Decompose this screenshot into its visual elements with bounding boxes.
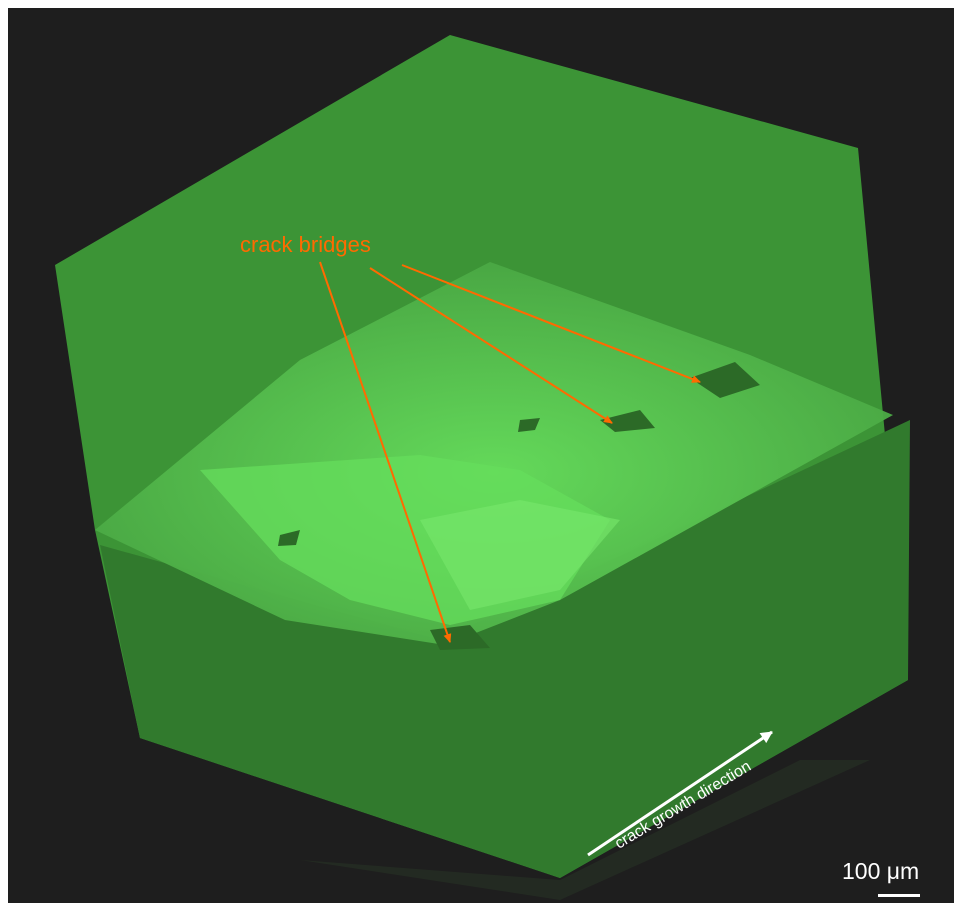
crack-bridge xyxy=(690,362,760,398)
annotation-arrow xyxy=(401,264,701,383)
crack-bridge xyxy=(430,625,490,650)
crack-highlight-patch xyxy=(420,500,620,610)
scale-bar xyxy=(878,894,920,897)
annotation-arrow xyxy=(369,267,613,424)
crack-bridge xyxy=(600,410,655,432)
specimen-shadow xyxy=(300,760,870,900)
scale-bar-label: 100 μm xyxy=(842,858,920,884)
crack-bridges-label: crack bridges xyxy=(240,232,371,257)
crack-bridge xyxy=(518,418,540,432)
growth-direction-arrow xyxy=(587,730,773,857)
annotation-arrow xyxy=(319,261,452,643)
specimen-front-face xyxy=(100,420,910,878)
crack-bridge xyxy=(278,530,300,546)
